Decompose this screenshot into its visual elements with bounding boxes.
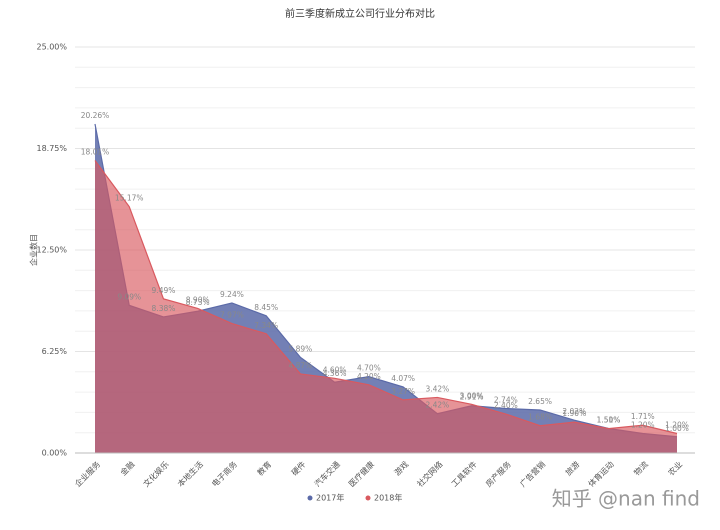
value-label: 15.17% xyxy=(115,194,144,203)
value-label: 4.36% xyxy=(323,369,347,378)
value-label: 4.87% xyxy=(288,361,312,370)
x-tick-label: 本地生活 xyxy=(175,459,205,489)
x-tick-label: 游戏 xyxy=(392,459,410,477)
x-tick-label: 广告营销 xyxy=(518,459,548,489)
value-label: 7.97% xyxy=(220,311,244,320)
y-axis-label: 企业数目 xyxy=(29,234,39,266)
x-tick-label: 工具软件 xyxy=(449,459,479,489)
value-label: 1.20% xyxy=(631,421,655,430)
value-label: 5.89% xyxy=(288,344,312,353)
value-label: 1.00% xyxy=(665,424,689,433)
x-tick-label: 教育 xyxy=(255,459,273,477)
x-tick-label: 物流 xyxy=(632,459,650,477)
x-tick-label: 汽车交通 xyxy=(312,459,342,489)
value-label: 1.20% xyxy=(665,421,689,430)
legend-label: 2018年 xyxy=(374,493,402,503)
x-tick-label: 企业服务 xyxy=(72,459,102,489)
x-tick-label: 农业 xyxy=(666,459,684,477)
value-label: 2.91% xyxy=(460,393,484,402)
value-label: 20.26% xyxy=(81,111,110,120)
value-label: 1.51% xyxy=(597,415,621,424)
value-label: 4.07% xyxy=(391,374,415,383)
value-label: 9.24% xyxy=(220,290,244,299)
value-label: 8.38% xyxy=(152,304,176,313)
y-tick-label: 25.00% xyxy=(36,43,67,52)
y-tick-label: 12.50% xyxy=(36,246,67,255)
y-tick-label: 18.75% xyxy=(36,144,67,153)
area xyxy=(95,160,677,454)
value-label: 3.27% xyxy=(391,387,415,396)
x-tick-label: 硬件 xyxy=(289,459,307,477)
chart-title: 前三季度新成立公司行业分布对比 xyxy=(285,7,435,20)
value-label: 8.45% xyxy=(254,303,278,312)
value-label: 3.00% xyxy=(460,391,484,400)
value-label: 2.74% xyxy=(494,396,518,405)
x-tick-label: 旅游 xyxy=(563,459,581,477)
value-label: 4.70% xyxy=(357,364,381,373)
value-label: 7.34% xyxy=(254,321,278,330)
area-line xyxy=(94,160,678,435)
x-tick-label: 电子商务 xyxy=(209,459,239,489)
value-label: 1.90% xyxy=(562,409,586,418)
x-tick-label: 金融 xyxy=(118,459,136,477)
y-tick-label: 6.25% xyxy=(42,347,68,356)
value-label: 1.50% xyxy=(597,416,621,425)
x-tick-label: 文化娱乐 xyxy=(141,459,171,489)
value-label: 2.42% xyxy=(425,401,449,410)
value-label: 2.65% xyxy=(528,397,552,406)
x-tick-label: 体育运动 xyxy=(586,459,616,489)
value-label: 9.09% xyxy=(117,292,141,301)
value-label: 1.68% xyxy=(528,413,552,422)
value-label: 8.90% xyxy=(186,295,210,304)
y-tick-label: 0.00% xyxy=(42,449,68,458)
x-tick-label: 医疗健康 xyxy=(346,459,376,489)
value-label: 8.73% xyxy=(186,298,210,307)
value-label: 3.42% xyxy=(425,384,449,393)
legend-marker xyxy=(365,495,371,501)
legend-marker xyxy=(307,495,313,501)
value-label: 4.60% xyxy=(323,365,347,374)
value-label: 1.71% xyxy=(631,412,655,421)
watermark: 知乎 @nan find xyxy=(552,487,700,511)
value-label: 18.01% xyxy=(81,148,110,157)
legend-label: 2017年 xyxy=(316,493,344,503)
x-tick-label: 房产服务 xyxy=(483,459,513,489)
x-tick-label: 社交网络 xyxy=(415,459,445,489)
value-label: 9.49% xyxy=(152,286,176,295)
value-label: 2.02% xyxy=(562,407,586,416)
value-label: 2.40% xyxy=(494,401,518,410)
value-label: 4.20% xyxy=(357,372,381,381)
